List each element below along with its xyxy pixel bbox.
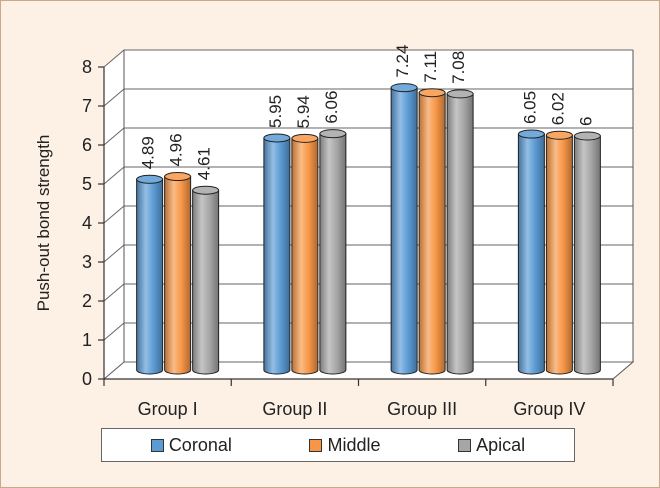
- y-tick-label: 7: [82, 96, 92, 116]
- bar-top-cap: [418, 88, 446, 98]
- legend-swatch: [458, 438, 472, 452]
- bar-coronal-group-iii: [390, 87, 418, 375]
- bar-coronal-group-iv: [517, 133, 545, 375]
- y-tick-label: 0: [82, 369, 92, 389]
- y-axis-title: Push-out bond strength: [34, 135, 53, 312]
- bar-coronal-group-ii: [263, 137, 291, 375]
- bar-top-cap: [446, 89, 474, 99]
- data-label: 6.05: [520, 91, 539, 124]
- bar-middle-group-iv: [545, 134, 573, 375]
- data-label: 7.11: [421, 51, 440, 83]
- bar-top-cap: [390, 83, 418, 93]
- data-label: 4.61: [195, 147, 214, 180]
- data-label: 6.06: [322, 91, 341, 124]
- data-label: 7.24: [393, 45, 412, 78]
- legend-label: Middle: [327, 434, 381, 455]
- bar-top-cap: [517, 129, 545, 139]
- y-tick-label: 6: [82, 135, 92, 155]
- data-label: 6.02: [548, 92, 567, 125]
- legend-label: Apical: [476, 434, 526, 455]
- data-label: 4.89: [139, 136, 158, 169]
- legend-swatch: [309, 438, 323, 452]
- bar-apical-group-i: [192, 189, 220, 375]
- y-tick-label: 1: [82, 330, 92, 350]
- data-label: 4.96: [167, 133, 186, 166]
- y-tick-label: 4: [82, 213, 92, 233]
- legend: Coronal Middle Apical: [101, 428, 575, 462]
- bar-middle-group-iii: [418, 92, 446, 375]
- legend-label: Coronal: [168, 434, 232, 455]
- bar-middle-group-i: [164, 176, 192, 375]
- bar-top-cap: [573, 131, 601, 141]
- y-tick-label: 8: [82, 57, 92, 77]
- bar-apical-group-iii: [446, 93, 474, 375]
- bar-top-cap: [263, 133, 291, 143]
- bar-top-cap: [136, 174, 164, 184]
- y-tick-label: 2: [82, 291, 92, 311]
- bar-middle-group-ii: [291, 137, 319, 375]
- legend-item-middle: Middle: [309, 434, 381, 456]
- y-tick-label: 3: [82, 252, 92, 272]
- legend-swatch: [150, 438, 164, 452]
- legend-item-apical: Apical: [458, 435, 525, 456]
- x-tick-label: Group III: [387, 399, 457, 419]
- y-tick-label: 5: [82, 174, 92, 194]
- bar-apical-group-iv: [573, 135, 601, 375]
- bar-coronal-group-i: [136, 178, 164, 375]
- bar-apical-group-ii: [319, 133, 347, 375]
- bar-top-cap: [164, 172, 192, 182]
- legend-item-coronal: Coronal: [150, 434, 232, 456]
- data-label: 6: [576, 117, 595, 126]
- data-label: 7.08: [449, 51, 468, 84]
- x-tick-label: Group IV: [513, 399, 585, 419]
- bar-top-cap: [545, 130, 573, 140]
- bar-top-cap: [291, 133, 319, 143]
- data-label: 5.95: [266, 95, 285, 128]
- bar-top-cap: [319, 129, 347, 139]
- bar-top-cap: [192, 185, 220, 195]
- x-tick-label: Group II: [262, 399, 327, 419]
- data-label: 5.94: [294, 95, 313, 128]
- x-tick-label: Group I: [138, 399, 198, 419]
